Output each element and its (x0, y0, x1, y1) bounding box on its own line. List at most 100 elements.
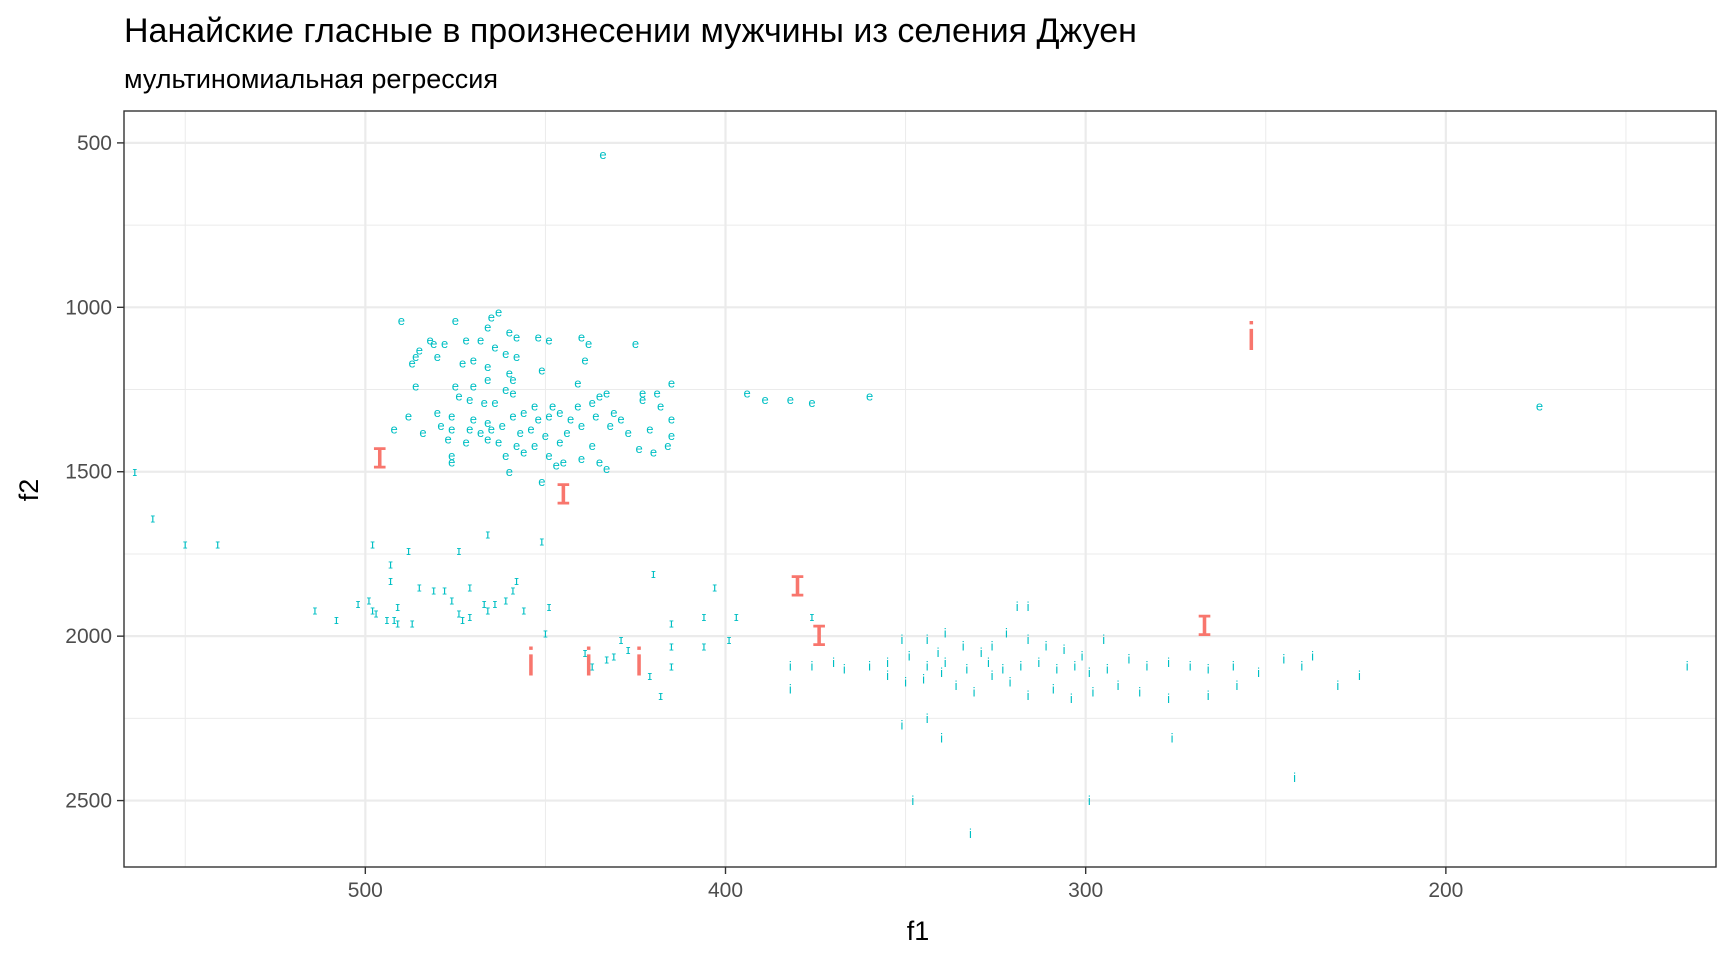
data-point: e (434, 349, 441, 364)
data-point: e (578, 418, 585, 433)
data-point: i (1088, 793, 1091, 808)
data-point: ɪ (367, 592, 372, 607)
data-point: e (470, 352, 477, 367)
data-point: e (545, 333, 552, 348)
data-point: i (901, 717, 904, 732)
data-point: i (811, 658, 814, 673)
data-point: i (886, 668, 889, 683)
data-point: e (535, 412, 542, 427)
data-point: ɪ (417, 579, 422, 594)
data-point: e (538, 362, 545, 377)
data-point: i (987, 655, 990, 670)
data-point: ɪ (669, 639, 674, 654)
data-point: i (1027, 632, 1030, 647)
data-point: e (668, 412, 675, 427)
data-point: e (787, 392, 794, 407)
data-point: i (980, 645, 983, 660)
data-point: i (908, 648, 911, 663)
data-point: i (832, 655, 835, 670)
data-point: i (1171, 731, 1174, 746)
data-point: e (517, 425, 524, 440)
data-point: i (1207, 662, 1210, 677)
data-point: ɪ (388, 556, 393, 571)
data-point: e (625, 425, 632, 440)
data-point: e (412, 379, 419, 394)
data-point: e (466, 392, 473, 407)
data-point: i (1189, 658, 1192, 673)
data-point: e (574, 398, 581, 413)
data-point: e (463, 435, 470, 450)
data-point: e (520, 445, 527, 460)
data-point: i (1311, 648, 1314, 663)
data-point: e (596, 389, 603, 404)
x-axis-title: f1 (907, 916, 930, 946)
data-point: e (484, 415, 491, 430)
data-point: e (391, 421, 398, 436)
data-point: ɪ (590, 658, 595, 673)
data-point: i (868, 658, 871, 673)
data-point: ɪ (370, 537, 375, 552)
data-point: e (502, 382, 509, 397)
data-point: e (484, 320, 491, 335)
data-point: i (1027, 599, 1030, 614)
data-point: i (922, 671, 925, 686)
data-point: ɪ (395, 599, 400, 614)
data-point: ɪ (503, 592, 508, 607)
data-point: ɪ (370, 602, 375, 617)
data-point: e (535, 329, 542, 344)
data-point: e (531, 398, 538, 413)
misclassified-point: ɪ (1197, 601, 1211, 645)
data-point: ɪ (712, 579, 717, 594)
data-point: e (459, 356, 466, 371)
data-point: e (409, 356, 416, 371)
panel-border (123, 110, 1717, 868)
data-point: e (599, 147, 606, 162)
data-point: e (445, 431, 452, 446)
data-point: ɪ (619, 632, 624, 647)
data-point: e (589, 395, 596, 410)
data-point: e (560, 454, 567, 469)
data-point: i (1001, 662, 1004, 677)
data-point: e (556, 405, 563, 420)
y-axis-ticks: 500 1000 1500 2000 2500 (65, 132, 124, 813)
data-point: i (1167, 655, 1170, 670)
data-point: i (1070, 691, 1073, 706)
data-point: i (1073, 658, 1076, 673)
data-point: e (448, 408, 455, 423)
data-point: e (452, 313, 459, 328)
data-point: i (1236, 678, 1239, 693)
y-axis-title: f2 (14, 479, 44, 502)
data-point: ɪ (669, 658, 674, 673)
data-point: e (448, 421, 455, 436)
data-point: ɪ (727, 632, 732, 647)
data-point: e (589, 438, 596, 453)
x-axis-ticks: 500 400 300 200 (348, 867, 1463, 902)
data-point: e (506, 366, 513, 381)
data-point: i (991, 639, 994, 654)
data-point: ɪ (648, 668, 653, 683)
data-point: i (1117, 678, 1120, 693)
data-point: e (441, 336, 448, 351)
data-point: ɪ (410, 616, 415, 631)
data-point: i (1052, 681, 1055, 696)
data-point: i (1145, 658, 1148, 673)
data-point: e (513, 349, 520, 364)
data-point: e (448, 448, 455, 463)
data-point: ɪ (431, 583, 436, 598)
data-point: e (866, 389, 873, 404)
data-point: i (1005, 625, 1008, 640)
data-point: ɪ (543, 625, 548, 640)
data-point: e (639, 385, 646, 400)
data-point: e (506, 324, 513, 339)
data-point: e (542, 428, 549, 443)
data-point: e (502, 448, 509, 463)
data-point: ɪ (215, 537, 220, 552)
data-point: ɪ (651, 566, 656, 581)
data-point: e (416, 343, 423, 358)
data-point: i (940, 731, 943, 746)
data-point: e (556, 435, 563, 450)
data-point: e (607, 418, 614, 433)
data-point: i (1686, 658, 1689, 673)
